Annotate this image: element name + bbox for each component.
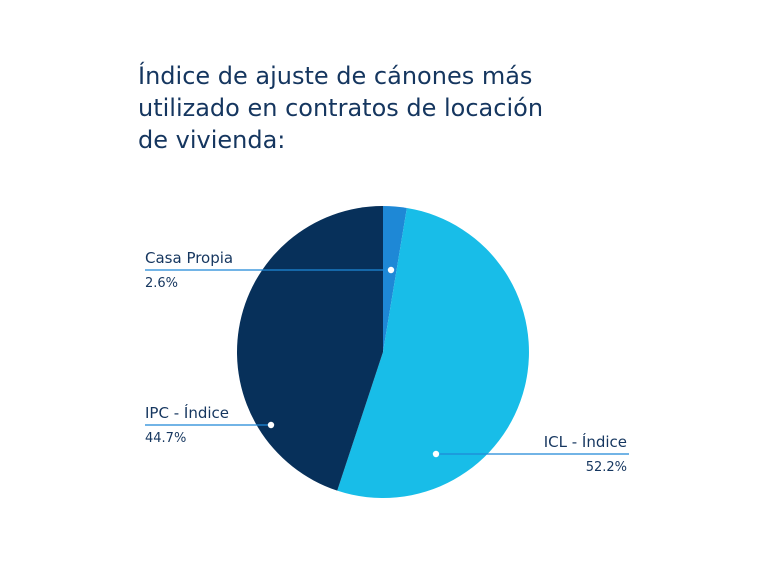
pie-slice-casa-propia [383, 206, 407, 352]
pie-slice-icl-indice [337, 207, 529, 498]
callout-dot-icl [432, 450, 440, 458]
callout-ipc: IPC - Índice 44.7% [145, 403, 275, 446]
callout-dot-ipc [267, 421, 275, 429]
chart-title-line: de vivienda: [138, 126, 286, 154]
callout-dot-casa-propia [387, 266, 395, 274]
chart-title-line: utilizado en contratos de locación [138, 94, 544, 122]
slice-value-icl: 52.2% [586, 460, 627, 475]
pie-slice-ipc-indice [237, 206, 383, 491]
callout-casa-propia: Casa Propia 2.6% [145, 249, 395, 291]
pie-slices [237, 206, 529, 498]
slice-label-icl: ICL - Índice [544, 432, 627, 451]
slice-label-ipc: IPC - Índice [145, 403, 229, 422]
slice-label-casa-propia: Casa Propia [145, 249, 233, 267]
callout-icl: ICL - Índice 52.2% [432, 432, 629, 475]
chart-title: Índice de ajuste de cánones más utilizad… [138, 60, 608, 156]
slice-value-ipc: 44.7% [145, 431, 186, 446]
chart-title-line: Índice de ajuste de cánones más [138, 62, 533, 90]
slice-value-casa-propia: 2.6% [145, 276, 178, 291]
